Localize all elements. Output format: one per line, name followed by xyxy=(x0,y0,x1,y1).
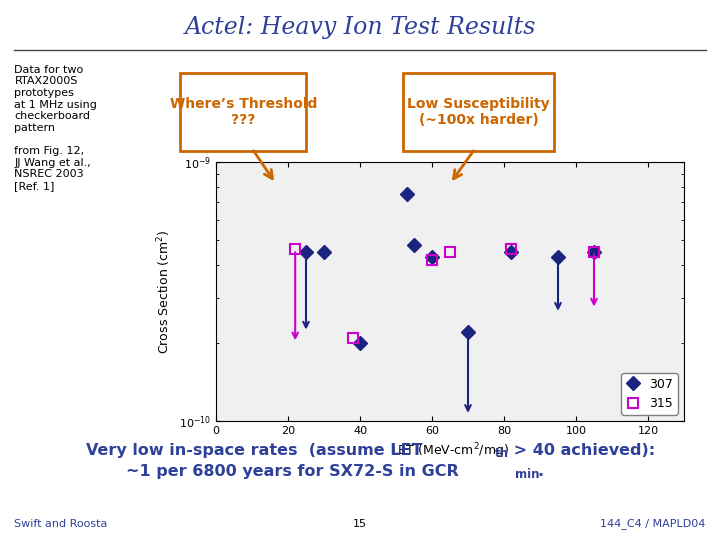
Text: Low Susceptibility
(~100x harder): Low Susceptibility (~100x harder) xyxy=(408,97,550,127)
Text: .: . xyxy=(538,464,544,480)
Y-axis label: Cross Section (cm$^2$): Cross Section (cm$^2$) xyxy=(156,230,174,354)
Text: Data for two
RTAX2000S
prototypes
at 1 MHz using
checkerboard
pattern

from Fig.: Data for two RTAX2000S prototypes at 1 M… xyxy=(14,65,97,191)
Text: min: min xyxy=(515,468,539,481)
X-axis label: LET (MeV-cm$^2$/mg): LET (MeV-cm$^2$/mg) xyxy=(391,442,509,461)
Text: Actel: Heavy Ion Test Results: Actel: Heavy Ion Test Results xyxy=(184,16,536,39)
Text: 144_C4 / MAPLD04: 144_C4 / MAPLD04 xyxy=(600,518,706,529)
Text: Very low in-space rates  (assume LET: Very low in-space rates (assume LET xyxy=(86,443,423,458)
Text: Swift and Roosta: Swift and Roosta xyxy=(14,519,108,529)
Text: th: th xyxy=(495,447,509,460)
Text: > 40 achieved):: > 40 achieved): xyxy=(508,443,654,458)
Text: Where’s Threshold
???: Where’s Threshold ??? xyxy=(170,97,317,127)
Legend: 307, 315: 307, 315 xyxy=(621,373,678,415)
Text: ~1 per 6800 years for SX72-S in GCR: ~1 per 6800 years for SX72-S in GCR xyxy=(126,464,459,480)
Text: 15: 15 xyxy=(353,519,367,529)
